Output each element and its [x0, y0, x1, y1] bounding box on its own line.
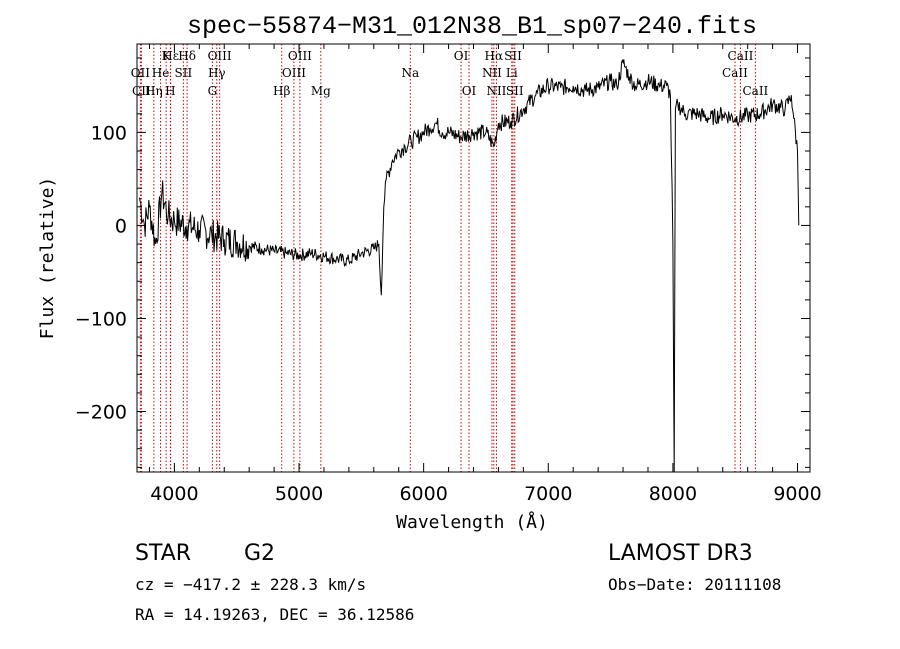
y-tick-label: 100: [91, 122, 127, 144]
line-marker-label: He: [152, 66, 170, 80]
line-marker-label: OII: [131, 66, 151, 80]
line-marker-label: OIII: [208, 49, 232, 63]
y-axis-label: Flux (relative): [37, 177, 58, 340]
line-marker-label: SII: [504, 49, 522, 63]
survey-release: LAMOST DR3: [608, 541, 753, 566]
x-tick-label: 4000: [150, 483, 198, 505]
x-tick-label: 5000: [275, 483, 323, 505]
x-tick-label: 9000: [773, 483, 821, 505]
line-marker-label: Hδ: [178, 49, 196, 63]
y-tick-label: 0: [115, 215, 127, 237]
redshift-velocity: cz = −417.2 ± 228.3 km/s: [135, 575, 366, 594]
line-marker-label: OI: [462, 84, 477, 98]
x-tick-label: 8000: [649, 483, 697, 505]
line-marker-label: OI: [454, 49, 469, 63]
line-marker-label: G: [208, 84, 218, 98]
spectral-line-markers: [139, 44, 756, 472]
line-marker-label: OIII: [288, 49, 312, 63]
line-marker-label: CaII: [728, 49, 754, 63]
y-tick-label: −100: [75, 308, 127, 330]
line-marker-label: NII: [486, 84, 506, 98]
object-class: STAR: [135, 541, 191, 566]
line-marker-label: Hβ: [273, 84, 290, 98]
y-axis-ticks: −200 −100 0 100: [75, 57, 810, 468]
x-axis-ticks: 4000 5000 6000 7000 8000 9000: [148, 44, 822, 505]
x-axis-label: Wavelength (Å): [396, 511, 548, 533]
line-marker-label: K: [162, 49, 172, 63]
line-marker-label: Hγ: [208, 66, 226, 80]
sky-coordinates: RA = 14.19263, DEC = 36.12586: [135, 605, 414, 624]
spectrum-line: [139, 58, 800, 473]
line-marker-label: SII: [175, 66, 193, 80]
x-tick-label: 7000: [524, 483, 572, 505]
object-subclass: G2: [244, 541, 275, 566]
observation-date: Obs−Date: 20111108: [608, 575, 781, 594]
line-marker-label: NII: [482, 66, 502, 80]
line-marker-label: OIII: [282, 66, 306, 80]
line-marker-label: H: [165, 84, 175, 98]
spectrum-plot: [139, 58, 800, 473]
chart-title: spec−55874−M31_012N38_B1_sp07−240.fits: [187, 12, 757, 41]
x-tick-label: 6000: [399, 483, 447, 505]
plot-frame: [136, 43, 811, 473]
line-marker-label: SII: [506, 84, 524, 98]
line-marker-label: Na: [401, 66, 419, 80]
line-marker-label: Li: [506, 66, 518, 80]
line-marker-label: CaII: [742, 84, 768, 98]
line-marker-label: Hα: [485, 49, 504, 63]
y-tick-label: −200: [75, 402, 127, 424]
line-marker-label: Mg: [311, 84, 331, 98]
line-marker-label: Hη: [145, 84, 163, 98]
line-marker-label: CaII: [722, 66, 748, 80]
